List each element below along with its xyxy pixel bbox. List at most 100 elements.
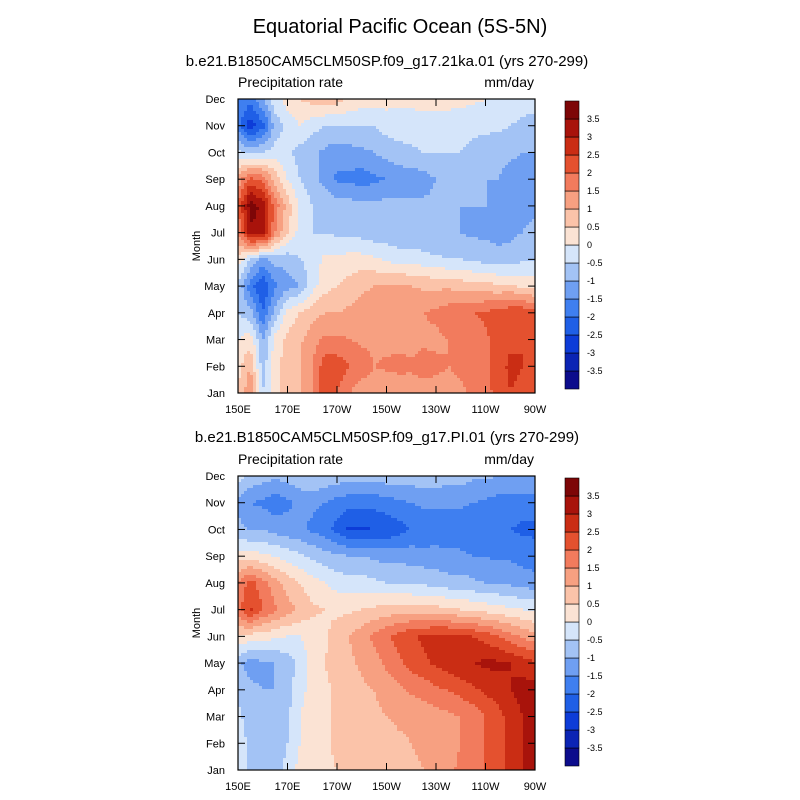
- panel-top-cell: [457, 237, 461, 241]
- panel-top-cell: [301, 240, 305, 244]
- panel-top-cell: [382, 141, 386, 145]
- panel-top-cell: [388, 243, 392, 247]
- panel-top-cell: [367, 147, 371, 151]
- panel-top-cell: [361, 240, 365, 244]
- panel-top-cell: [472, 201, 476, 205]
- panel-top-cell: [460, 147, 464, 151]
- panel-top-cell: [403, 219, 407, 223]
- panel-top-cell: [442, 108, 446, 112]
- panel-top-cell: [433, 132, 437, 136]
- panel-top-cell: [373, 177, 377, 181]
- panel-top-cell: [451, 141, 455, 145]
- panel-top-cell: [238, 243, 242, 247]
- panel-top: b.e21.B1850CAM5CLM50SP.f09_g17.21ka.01 (…: [186, 53, 603, 416]
- panel-top-cell: [265, 180, 269, 184]
- panel-top-cell: [394, 201, 398, 205]
- panel-top-cell: [409, 162, 413, 166]
- panel-top-cell: [469, 186, 473, 190]
- panel-top-cell: [358, 231, 362, 235]
- panel-top-cell: [487, 123, 491, 127]
- panel-top-cell: [358, 213, 362, 217]
- panel-top-cell: [337, 129, 341, 133]
- panel-top-cell: [436, 213, 440, 217]
- panel-top-cell: [493, 222, 497, 226]
- panel-top-cell: [478, 213, 482, 217]
- panel-top-cell: [340, 159, 344, 163]
- panel-top-cell: [304, 228, 308, 232]
- panel-top-cell: [382, 165, 386, 169]
- panel-top-cell: [325, 111, 329, 115]
- panel-top-cell: [400, 144, 404, 148]
- panel-top-cell: [256, 171, 260, 175]
- panel-top-cell: [397, 135, 401, 139]
- panel-top-cell: [445, 237, 449, 241]
- panel-top-cell: [304, 192, 308, 196]
- panel-top-cell: [325, 234, 329, 238]
- panel-top-cell: [271, 114, 275, 118]
- panel-top-cell: [376, 231, 380, 235]
- panel-top-cell: [364, 102, 368, 106]
- panel-top-cell: [340, 183, 344, 187]
- panel-top-cell: [412, 213, 416, 217]
- panel-top-cell: [319, 111, 323, 115]
- panel-top-cell: [322, 189, 326, 193]
- panel-top-cell: [364, 174, 368, 178]
- panel-top-cell: [292, 141, 296, 145]
- panel-top-cell: [496, 144, 500, 148]
- panel-top-cell: [424, 108, 428, 112]
- panel-top-cell: [403, 102, 407, 106]
- panel-top-cell: [301, 195, 305, 199]
- panel-top-cell: [349, 156, 353, 160]
- panel-top-cell: [241, 195, 245, 199]
- panel-top-cell: [295, 159, 299, 163]
- panel-top-cell: [460, 165, 464, 169]
- panel-top-cell: [250, 153, 254, 157]
- panel-top-cell: [295, 123, 299, 127]
- panel-top-cell: [265, 105, 269, 109]
- panel-top-cell: [307, 156, 311, 160]
- panel-top-cell: [241, 141, 245, 145]
- panel-top-cell: [340, 162, 344, 166]
- panel-top-cell: [523, 159, 527, 163]
- panel-top-cell: [484, 234, 488, 238]
- panel-top-cell: [520, 234, 524, 238]
- panel-top-cell: [328, 228, 332, 232]
- panel-top-cell: [403, 120, 407, 124]
- panel-top-cell: [418, 123, 422, 127]
- panel-top-cell: [367, 132, 371, 136]
- panel-top-cell: [301, 135, 305, 139]
- panel-top-cell: [271, 129, 275, 133]
- panel-top-cell: [265, 132, 269, 136]
- panel-top-cell: [283, 246, 287, 250]
- panel-top-cell: [253, 159, 257, 163]
- panel-top-cell: [529, 126, 533, 130]
- panel-top-cell: [358, 216, 362, 220]
- panel-top-cell: [475, 165, 479, 169]
- panel-top-cell: [289, 201, 293, 205]
- panel-top-cell: [511, 159, 515, 163]
- panel-top-cell: [283, 159, 287, 163]
- panel-top-cell: [421, 183, 425, 187]
- panel-top-cell: [271, 132, 275, 136]
- panel-top-cell: [475, 120, 479, 124]
- panel-top-cell: [325, 153, 329, 157]
- panel-top-cell: [241, 150, 245, 154]
- panel-top-cell: [493, 102, 497, 106]
- panel-top-cell: [499, 135, 503, 139]
- panel-top-cell: [304, 207, 308, 211]
- panel-top-cell: [385, 204, 389, 208]
- panel-top-cell: [241, 120, 245, 124]
- panel-top-cell: [451, 225, 455, 229]
- panel-top-cell: [424, 246, 428, 250]
- panel-top-cell: [418, 120, 422, 124]
- panel-top-cell: [502, 138, 506, 142]
- panel-top-cell: [370, 171, 374, 175]
- panel-top-cell: [346, 138, 350, 142]
- panel-top-cell: [295, 228, 299, 232]
- panel-top-cell: [268, 204, 272, 208]
- panel-top-cell: [451, 138, 455, 142]
- panel-top-cell: [529, 216, 533, 220]
- panel-top-cell: [514, 165, 518, 169]
- panel-top-cell: [295, 150, 299, 154]
- panel-top-cell: [310, 153, 314, 157]
